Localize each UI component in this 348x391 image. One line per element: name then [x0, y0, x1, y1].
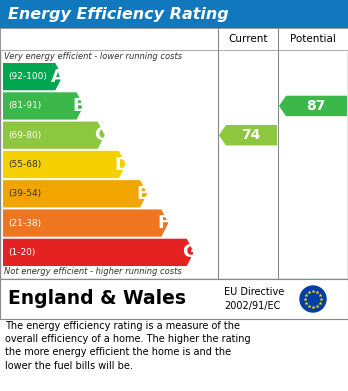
Polygon shape — [219, 125, 277, 145]
Text: (92-100): (92-100) — [8, 72, 47, 81]
Circle shape — [300, 286, 326, 312]
Bar — [218, 28, 278, 50]
Text: 74: 74 — [241, 128, 260, 142]
Text: B: B — [72, 97, 86, 115]
Text: A: A — [51, 68, 65, 86]
Text: D: D — [114, 156, 129, 174]
Text: F: F — [158, 214, 170, 232]
Polygon shape — [3, 210, 168, 237]
Text: (21-38): (21-38) — [8, 219, 41, 228]
Text: 87: 87 — [306, 99, 325, 113]
Bar — [0, 0, 348, 28]
Text: Not energy efficient - higher running costs: Not energy efficient - higher running co… — [4, 267, 182, 276]
Text: E: E — [136, 185, 149, 203]
Text: (69-80): (69-80) — [8, 131, 41, 140]
Polygon shape — [3, 239, 194, 266]
Text: Energy Efficiency Rating: Energy Efficiency Rating — [8, 7, 229, 22]
Text: Very energy efficient - lower running costs: Very energy efficient - lower running co… — [4, 52, 182, 61]
Text: England & Wales: England & Wales — [8, 289, 186, 308]
Text: (39-54): (39-54) — [8, 189, 41, 198]
Text: (1-20): (1-20) — [8, 248, 35, 257]
Text: (81-91): (81-91) — [8, 101, 41, 110]
Polygon shape — [3, 122, 105, 149]
Bar — [0, 28, 348, 279]
Polygon shape — [3, 180, 147, 208]
Text: EU Directive
2002/91/EC: EU Directive 2002/91/EC — [224, 287, 284, 310]
Polygon shape — [279, 96, 347, 116]
Text: G: G — [182, 243, 197, 261]
Polygon shape — [3, 151, 126, 178]
Text: C: C — [94, 126, 107, 144]
Bar — [278, 28, 348, 50]
Text: The energy efficiency rating is a measure of the
overall efficiency of a home. T: The energy efficiency rating is a measur… — [5, 321, 251, 371]
Text: (55-68): (55-68) — [8, 160, 41, 169]
Bar — [0, 28, 218, 50]
Text: Current: Current — [228, 34, 268, 44]
Text: Potential: Potential — [290, 34, 336, 44]
Polygon shape — [3, 92, 84, 120]
Polygon shape — [3, 63, 62, 90]
Bar — [0, 279, 348, 319]
